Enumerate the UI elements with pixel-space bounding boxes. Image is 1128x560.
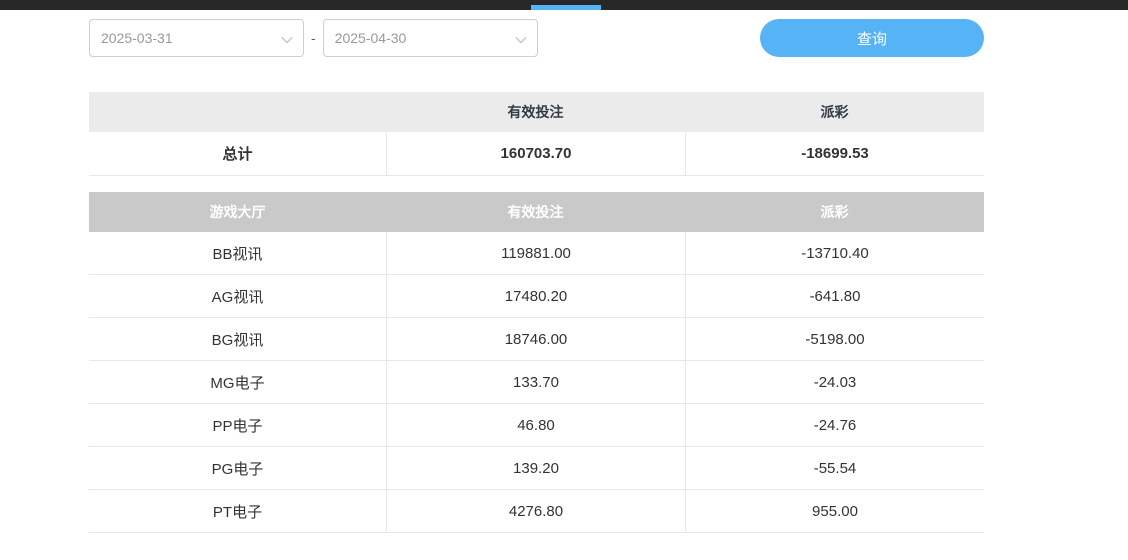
top-navigation-bar	[0, 0, 1128, 10]
game-label: BB视讯	[212, 245, 263, 263]
active-tab-indicator[interactable]	[531, 5, 601, 10]
games-header-valid-bets: 有效投注	[507, 204, 564, 220]
summary-header-blank	[89, 92, 386, 132]
game-valid-bets: 46.80	[386, 404, 685, 446]
date-filter-row: 2025-03-31 - 2025-04-30 查询	[89, 19, 984, 57]
game-payout: 955.00	[685, 490, 984, 532]
games-header-payout: 派彩	[820, 204, 849, 220]
games-header-hall: 游戏大厅	[209, 204, 266, 220]
summary-valid-bets-value: 160703.70	[386, 132, 685, 175]
chevron-down-icon	[281, 36, 293, 44]
table-row: PG电子 139.20 -55.54	[89, 447, 984, 490]
game-payout: -24.03	[685, 361, 984, 403]
report-content: 2025-03-31 - 2025-04-30 查询 有效投注 派彩 总计 16…	[89, 19, 984, 533]
games-table-header: 游戏大厅 有效投注 派彩	[89, 192, 984, 232]
table-row: BG视讯 18746.00 -5198.00	[89, 318, 984, 361]
date-range-separator: -	[311, 30, 316, 46]
table-row: MG电子 133.70 -24.03	[89, 361, 984, 404]
table-row: PT电子 4276.80 955.00	[89, 490, 984, 533]
game-payout: -24.76	[685, 404, 984, 446]
table-row: AG视讯 17480.20 -641.80	[89, 275, 984, 318]
game-payout: -13710.40	[685, 232, 984, 274]
game-payout: -55.54	[685, 447, 984, 489]
start-date-select[interactable]: 2025-03-31	[89, 19, 304, 57]
game-label: PT电子	[212, 503, 263, 521]
game-valid-bets: 133.70	[386, 361, 685, 403]
summary-row-label: 总计	[222, 146, 253, 163]
query-button[interactable]: 查询	[760, 19, 984, 57]
end-date-select[interactable]: 2025-04-30	[322, 19, 538, 57]
table-row: PP电子 46.80 -24.76	[89, 404, 984, 447]
game-payout: -641.80	[685, 275, 984, 317]
summary-table: 有效投注 派彩 总计 160703.70 -18699.53	[89, 92, 984, 176]
end-date-value: 2025-04-30	[334, 30, 407, 46]
game-valid-bets: 4276.80	[386, 490, 685, 532]
summary-payout-value: -18699.53	[685, 132, 984, 175]
table-row: 总计 160703.70 -18699.53	[89, 132, 984, 176]
start-date-value: 2025-03-31	[101, 30, 173, 46]
game-payout: -5198.00	[685, 318, 984, 360]
game-label: PP电子	[212, 417, 263, 435]
game-valid-bets: 119881.00	[386, 232, 685, 274]
game-valid-bets: 17480.20	[386, 275, 685, 317]
table-row: BB视讯 119881.00 -13710.40	[89, 232, 984, 275]
game-label: MG电子	[210, 374, 265, 392]
game-valid-bets: 18746.00	[386, 318, 685, 360]
chevron-down-icon	[515, 36, 527, 44]
game-valid-bets: 139.20	[386, 447, 685, 489]
summary-header-payout: 派彩	[820, 104, 849, 120]
summary-header-valid-bets: 有效投注	[507, 104, 564, 120]
games-table: 游戏大厅 有效投注 派彩 BB视讯 119881.00 -13710.40 AG…	[89, 192, 984, 533]
game-label: PG电子	[211, 460, 264, 478]
game-label: BG视讯	[211, 331, 264, 349]
game-label: AG视讯	[211, 288, 264, 306]
summary-table-header: 有效投注 派彩	[89, 92, 984, 132]
